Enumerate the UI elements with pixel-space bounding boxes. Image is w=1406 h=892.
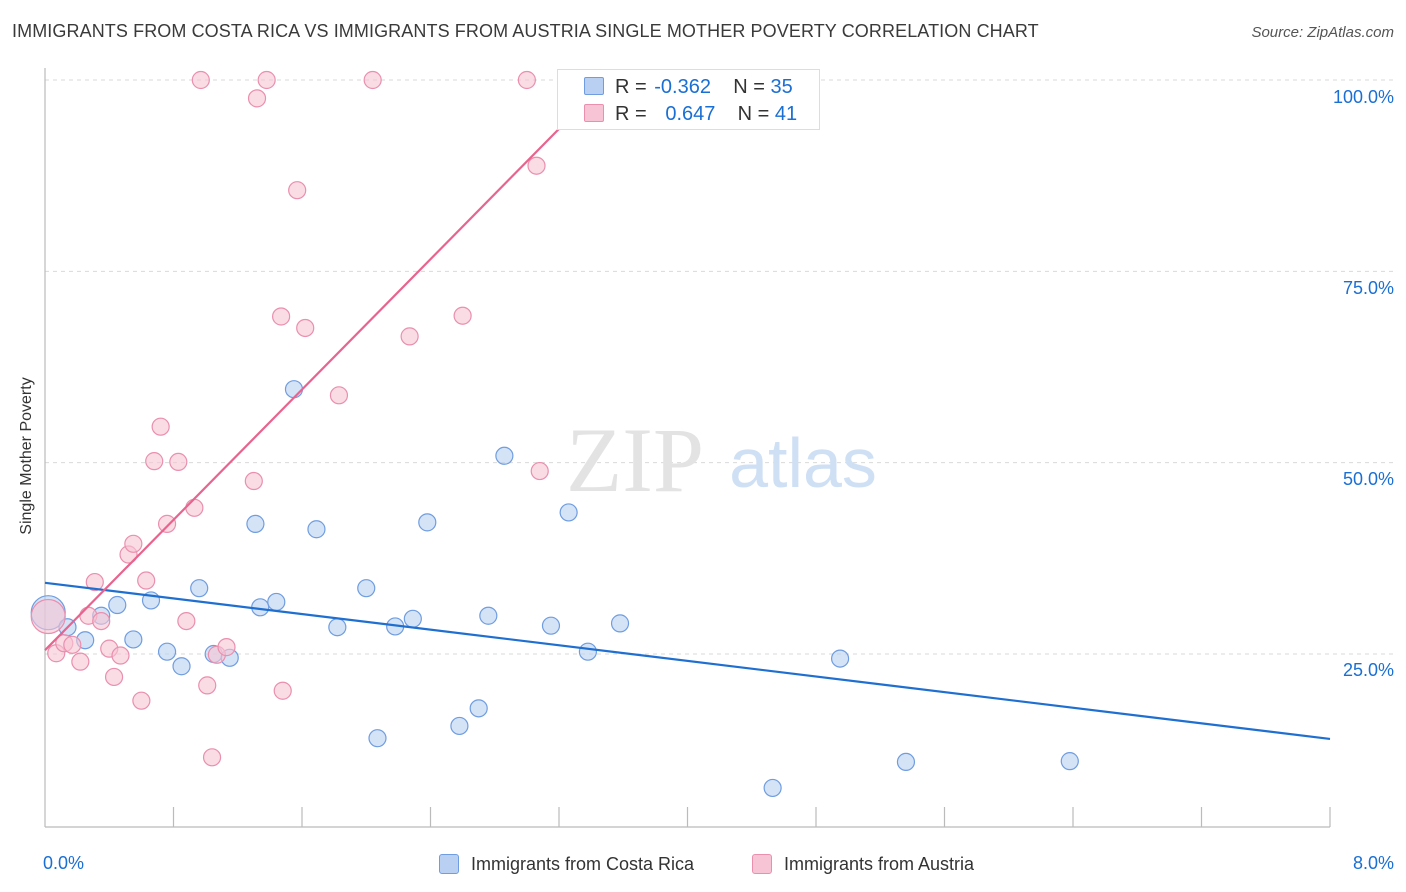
point-costa-rica [403, 609, 422, 628]
point-costa-rica [190, 579, 209, 598]
point-costa-rica [246, 514, 265, 533]
point-costa-rica [763, 778, 782, 798]
point-austria [169, 452, 188, 472]
y-tick-label: 25.0% [1342, 660, 1394, 680]
bottom-legend-austria: Immigrants from Austria [752, 852, 974, 876]
point-costa-rica [1060, 752, 1079, 771]
bottom-legend-swatch-austria [752, 854, 772, 874]
point-austria [247, 89, 267, 108]
point-austria [329, 386, 349, 405]
point-costa-rica [418, 513, 437, 532]
stats-legend: R = -0.362 N = 35 R = 0.647 N = 41 [557, 69, 820, 130]
point-costa-rica [284, 380, 304, 399]
legend-n-value: 35 [770, 75, 793, 98]
bottom-legend-label-austria: Immigrants from Austria [784, 853, 975, 874]
y-axis-label: Single Mother Poverty [18, 377, 35, 535]
point-austria [217, 638, 236, 657]
legend-row-costa-rica: R = -0.362 N = 35 [615, 75, 793, 99]
point-austria [453, 306, 472, 325]
point-austria [30, 598, 66, 635]
point-costa-rica [328, 618, 347, 637]
point-austria [191, 70, 210, 90]
point-austria [527, 156, 546, 175]
point-austria [198, 676, 217, 695]
point-costa-rica [541, 616, 561, 635]
point-austria [157, 514, 177, 533]
point-austria [92, 611, 111, 631]
point-austria [71, 652, 90, 671]
point-austria [177, 611, 196, 631]
legend-r-value: -0.362 [654, 75, 711, 98]
point-austria [272, 307, 291, 326]
x-tick-label-max: 8.0% [1352, 853, 1394, 873]
watermark-atlas: atlas [729, 424, 877, 502]
point-costa-rica [357, 579, 376, 598]
y-tick-label: 75.0% [1342, 278, 1394, 298]
point-austria [202, 748, 222, 767]
point-austria [111, 646, 130, 665]
point-austria [85, 572, 104, 592]
point-austria [530, 461, 549, 481]
point-austria [517, 70, 536, 90]
point-costa-rica [172, 657, 191, 676]
legend-n-label: N = [733, 75, 765, 98]
x-tick-label-min: 0.0% [43, 853, 85, 873]
point-costa-rica [307, 520, 326, 539]
legend-row-austria: R = 0.647 N = 41 [615, 102, 797, 126]
trend-line-austria [44, 79, 608, 651]
point-costa-rica [157, 642, 177, 661]
bottom-legend-swatch-costa-rica [439, 854, 459, 874]
point-costa-rica [610, 614, 630, 633]
point-austria [63, 635, 82, 654]
watermark: ZIP atlas [566, 409, 877, 511]
point-austria [400, 327, 419, 346]
point-austria [132, 691, 151, 710]
bottom-legend-label-costa-rica: Immigrants from Costa Rica [471, 853, 695, 874]
point-costa-rica [124, 630, 143, 649]
point-austria [124, 534, 143, 553]
legend-swatch-austria [584, 104, 604, 122]
point-costa-rica [108, 595, 127, 615]
point-austria [145, 452, 164, 471]
legend-r-value: 0.647 [665, 102, 716, 125]
point-costa-rica [559, 503, 578, 522]
y-tick-label: 100.0% [1332, 87, 1394, 107]
point-austria [288, 181, 307, 200]
legend-n-label: N = [737, 102, 770, 125]
series-costa-rica-points [30, 380, 1079, 798]
point-austria [185, 498, 204, 517]
axes [44, 68, 1331, 828]
point-austria [257, 70, 276, 90]
point-costa-rica [368, 729, 387, 748]
point-costa-rica [495, 446, 514, 465]
point-austria [273, 681, 292, 700]
legend-r-label: R = [615, 102, 647, 125]
point-costa-rica [578, 642, 598, 661]
source-credit: Source: ZipAtlas.com [1251, 24, 1394, 41]
point-austria [151, 417, 170, 436]
point-costa-rica [896, 752, 916, 772]
series-austria-points [30, 70, 609, 767]
legend-n-value: 41 [774, 102, 798, 125]
point-costa-rica [469, 699, 488, 718]
legend-swatch-costa-rica [584, 77, 604, 95]
point-austria [104, 667, 124, 687]
y-tick-label: 50.0% [1342, 469, 1394, 489]
point-austria [363, 70, 382, 90]
point-costa-rica [830, 649, 850, 668]
trend-lines [44, 79, 1331, 741]
bottom-legend-costa-rica: Immigrants from Costa Rica [439, 852, 694, 876]
point-costa-rica [479, 606, 498, 625]
point-austria [296, 318, 315, 338]
point-costa-rica [450, 716, 469, 736]
legend-r-label: R = [615, 75, 647, 98]
point-austria [137, 571, 156, 590]
grid-lines [45, 79, 1393, 655]
chart-title: IMMIGRANTS FROM COSTA RICA VS IMMIGRANTS… [12, 21, 1039, 41]
point-costa-rica [267, 592, 286, 612]
watermark-zip: ZIP [566, 409, 704, 511]
trend-line-costa-rica [44, 581, 1331, 741]
point-austria [244, 471, 263, 491]
